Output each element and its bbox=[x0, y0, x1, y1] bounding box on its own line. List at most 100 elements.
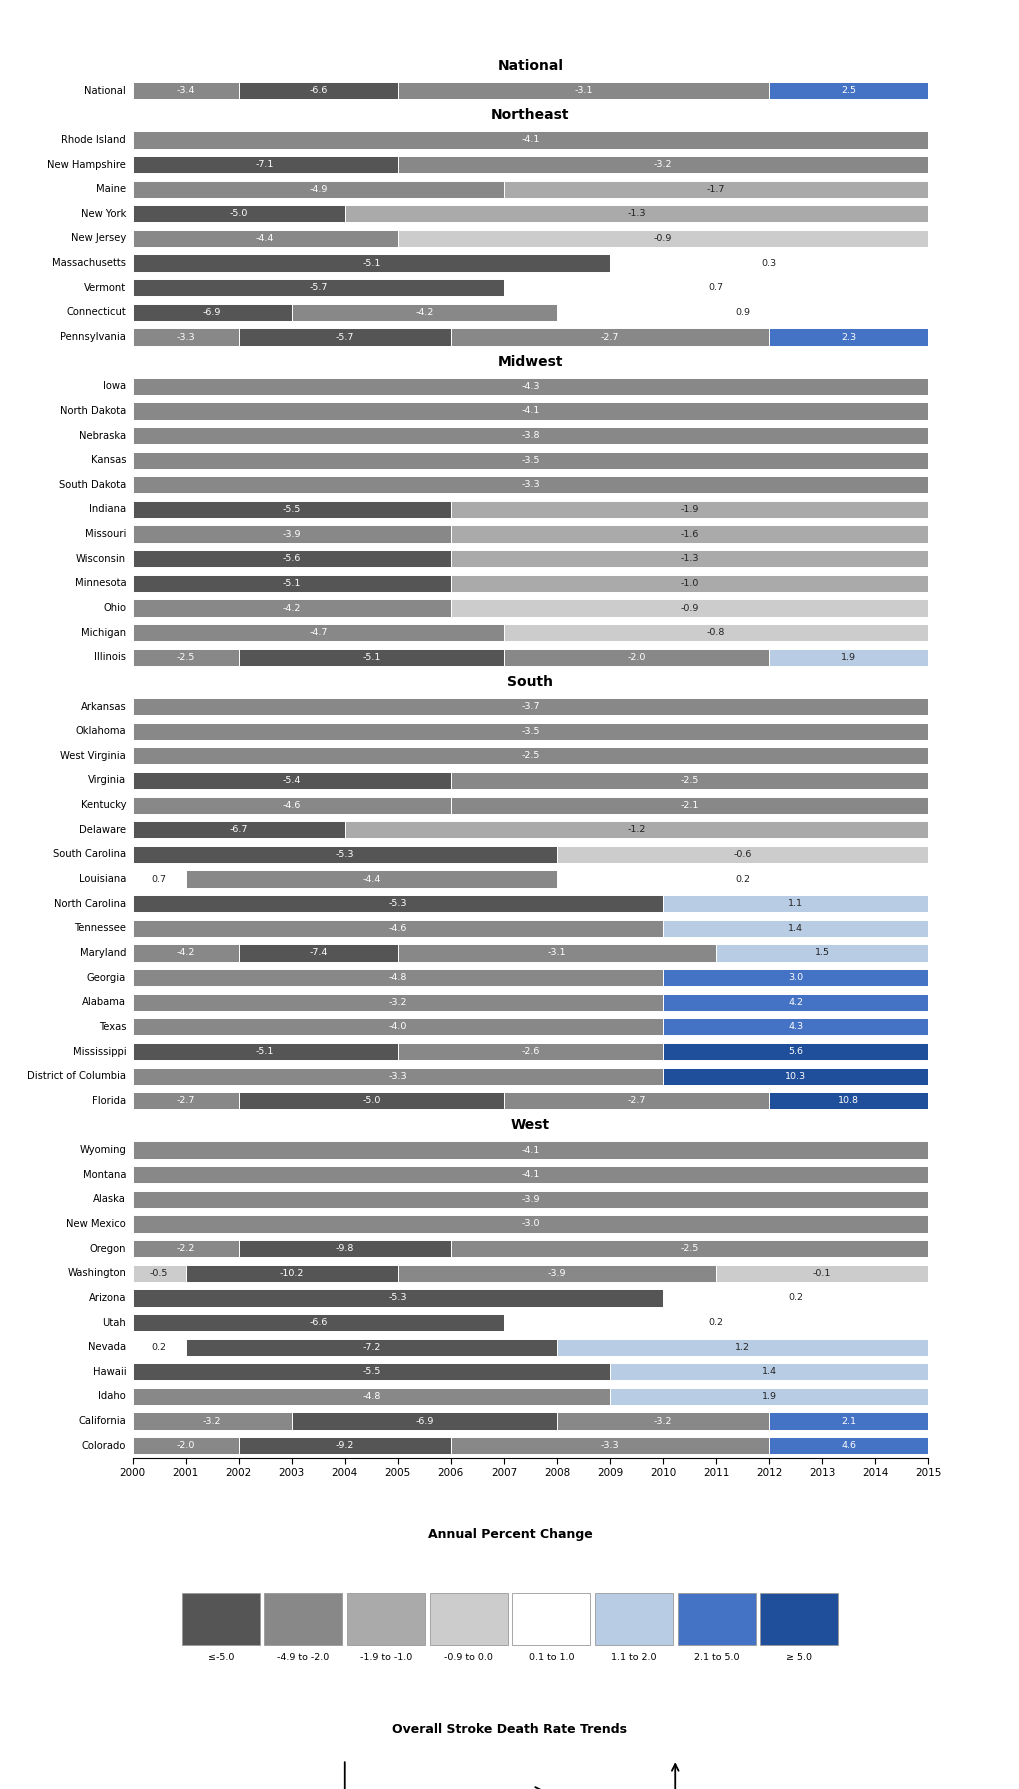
Bar bbox=[662, 1068, 927, 1084]
Bar bbox=[132, 254, 609, 272]
Bar bbox=[238, 945, 397, 961]
Bar bbox=[397, 1265, 715, 1283]
Text: Texas: Texas bbox=[99, 1022, 126, 1032]
Bar bbox=[715, 1265, 927, 1283]
Bar bbox=[662, 894, 927, 912]
Text: -3.0: -3.0 bbox=[521, 1220, 539, 1229]
Text: 1.9: 1.9 bbox=[761, 1392, 775, 1401]
Text: 1.1 to 2.0: 1.1 to 2.0 bbox=[610, 1653, 656, 1662]
Text: West Virginia: West Virginia bbox=[60, 751, 126, 760]
Text: Alaska: Alaska bbox=[94, 1195, 126, 1204]
Text: -0.6: -0.6 bbox=[733, 850, 751, 859]
Text: -4.6: -4.6 bbox=[282, 801, 301, 810]
Text: Michigan: Michigan bbox=[82, 628, 126, 637]
Bar bbox=[450, 599, 927, 617]
Text: -3.3: -3.3 bbox=[388, 1072, 407, 1081]
Bar bbox=[512, 1594, 590, 1646]
Bar bbox=[185, 1265, 397, 1283]
Bar bbox=[503, 181, 927, 199]
Text: -3.2: -3.2 bbox=[653, 159, 672, 168]
Text: National: National bbox=[85, 86, 126, 95]
Bar bbox=[132, 1091, 238, 1109]
Text: -3.8: -3.8 bbox=[521, 431, 539, 440]
Text: -3.4: -3.4 bbox=[176, 86, 195, 95]
Text: Idaho: Idaho bbox=[99, 1392, 126, 1401]
Text: Colorado: Colorado bbox=[82, 1440, 126, 1451]
Bar bbox=[132, 1043, 397, 1061]
Text: Wisconsin: Wisconsin bbox=[76, 555, 126, 564]
Text: New Mexico: New Mexico bbox=[66, 1218, 126, 1229]
Bar bbox=[238, 329, 450, 345]
Text: -4.9: -4.9 bbox=[309, 184, 327, 193]
Bar bbox=[556, 871, 927, 887]
Text: Overall Stroke Death Rate Trends: Overall Stroke Death Rate Trends bbox=[392, 1723, 627, 1735]
Text: New York: New York bbox=[81, 209, 126, 218]
Text: Annual Percent Change: Annual Percent Change bbox=[427, 1528, 592, 1542]
Text: 10.3: 10.3 bbox=[785, 1072, 805, 1081]
Text: Oklahoma: Oklahoma bbox=[75, 726, 126, 737]
Text: South: South bbox=[506, 674, 553, 689]
Bar bbox=[132, 698, 927, 716]
Text: -3.9: -3.9 bbox=[547, 1268, 566, 1277]
Bar bbox=[132, 1166, 927, 1183]
Bar bbox=[132, 723, 927, 741]
Bar bbox=[503, 624, 927, 640]
Text: Pennsylvania: Pennsylvania bbox=[60, 333, 126, 342]
Text: 0.3: 0.3 bbox=[761, 259, 775, 268]
Text: 2.3: 2.3 bbox=[841, 333, 855, 342]
Text: -4.0: -4.0 bbox=[388, 1022, 407, 1032]
Text: 5.6: 5.6 bbox=[788, 1047, 802, 1056]
Text: -9.8: -9.8 bbox=[335, 1243, 354, 1252]
Text: -5.1: -5.1 bbox=[362, 653, 380, 662]
Text: 3.0: 3.0 bbox=[788, 973, 802, 982]
Text: -3.9: -3.9 bbox=[282, 530, 301, 538]
Text: -5.7: -5.7 bbox=[335, 333, 354, 342]
Bar bbox=[132, 1265, 185, 1283]
Text: -4.1: -4.1 bbox=[521, 136, 539, 145]
Bar bbox=[450, 501, 927, 519]
Text: -1.3: -1.3 bbox=[680, 555, 698, 564]
Text: 4.3: 4.3 bbox=[788, 1022, 802, 1032]
Bar bbox=[132, 599, 450, 617]
Text: -6.6: -6.6 bbox=[309, 1318, 327, 1327]
Bar bbox=[132, 1215, 927, 1233]
Text: 1.5: 1.5 bbox=[814, 948, 828, 957]
Bar bbox=[185, 1338, 556, 1356]
Text: -5.3: -5.3 bbox=[388, 1293, 407, 1302]
Text: Nebraska: Nebraska bbox=[79, 431, 126, 440]
Bar bbox=[291, 1413, 556, 1429]
Bar bbox=[450, 771, 927, 789]
Text: South Dakota: South Dakota bbox=[59, 479, 126, 490]
Bar bbox=[132, 748, 927, 764]
Bar bbox=[429, 1594, 507, 1646]
Bar bbox=[715, 945, 927, 961]
Bar bbox=[450, 329, 768, 345]
Text: Tennessee: Tennessee bbox=[74, 923, 126, 934]
Text: 0.2: 0.2 bbox=[708, 1318, 722, 1327]
Text: Illinois: Illinois bbox=[94, 653, 126, 662]
Text: -4.6: -4.6 bbox=[388, 923, 407, 932]
Text: -0.1: -0.1 bbox=[812, 1268, 830, 1277]
Text: -2.0: -2.0 bbox=[176, 1442, 195, 1451]
Text: Missouri: Missouri bbox=[85, 530, 126, 538]
Bar bbox=[662, 993, 927, 1011]
Bar bbox=[132, 624, 503, 640]
Text: -5.1: -5.1 bbox=[256, 1047, 274, 1056]
Bar bbox=[662, 1043, 927, 1061]
Text: -3.5: -3.5 bbox=[521, 726, 539, 735]
Text: -6.6: -6.6 bbox=[309, 86, 327, 95]
Text: Oregon: Oregon bbox=[90, 1243, 126, 1254]
Text: -1.6: -1.6 bbox=[680, 530, 698, 538]
Text: -4.8: -4.8 bbox=[388, 973, 407, 982]
Text: Mississippi: Mississippi bbox=[72, 1047, 126, 1057]
Bar bbox=[132, 1313, 503, 1331]
Text: -5.0: -5.0 bbox=[362, 1097, 380, 1106]
Text: -5.6: -5.6 bbox=[282, 555, 301, 564]
Text: Florida: Florida bbox=[92, 1097, 126, 1106]
Text: 0.7: 0.7 bbox=[152, 875, 166, 884]
Bar bbox=[609, 254, 927, 272]
Bar bbox=[132, 1240, 238, 1258]
Bar bbox=[768, 82, 927, 98]
Text: ≥ 5.0: ≥ 5.0 bbox=[786, 1653, 811, 1662]
Bar bbox=[397, 1043, 662, 1061]
